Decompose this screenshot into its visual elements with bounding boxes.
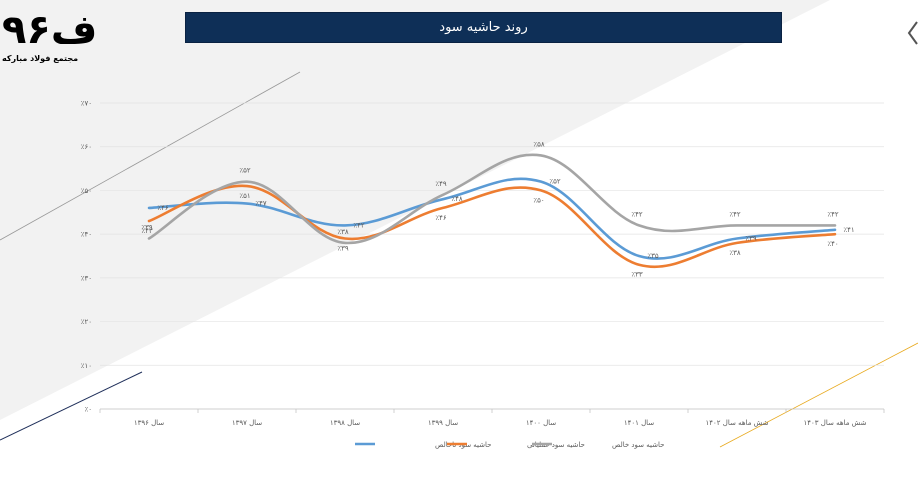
x-tick-label: سال ۱۳۹۷ xyxy=(232,419,262,427)
data-label: ٪۵۲ xyxy=(239,167,251,175)
y-tick-label: ٪۷۰ xyxy=(81,100,92,108)
x-tick-label: سال ۱۳۹۸ xyxy=(330,419,360,427)
data-label: ٪۵۲ xyxy=(549,178,561,186)
page-title: روند حاشیه سود xyxy=(439,20,528,35)
x-tick-label: سال ۱۳۹۹ xyxy=(428,419,458,427)
y-tick-label: ٪۱۰ xyxy=(81,362,92,370)
data-label: ٪۴۷ xyxy=(255,200,267,208)
data-label: ٪۳۹ xyxy=(337,245,349,253)
data-label: ٪۳۳ xyxy=(631,271,643,279)
data-label: ٪۴۲ xyxy=(729,210,741,218)
data-label: ٪۴۸ xyxy=(451,195,463,203)
data-label: ٪۴۹ xyxy=(435,180,447,188)
chart-gridlines xyxy=(99,102,885,413)
y-tick-label: ٪۶۰ xyxy=(81,143,92,151)
x-tick-label: شش ماهه سال ۱۴۰۳ xyxy=(804,419,867,427)
data-label: ٪۴۰ xyxy=(827,240,838,248)
x-tick-label: سال ۱۴۰۰ xyxy=(526,419,556,427)
data-label: ٪۵۱ xyxy=(239,192,250,200)
chevron-left-icon[interactable] xyxy=(906,18,918,48)
series-line xyxy=(147,184,837,269)
logo-subtitle: مجتمع فولاد مبارکه xyxy=(2,54,79,63)
data-label: ٪۴۲ xyxy=(353,221,365,229)
data-label: ٪۳۵ xyxy=(647,252,659,260)
y-tick-label: ٪۳۰ xyxy=(81,274,92,282)
y-tick-label: ٪۰ xyxy=(84,406,92,414)
y-axis-ticks: ٪۰ ٪۱۰ ٪۲۰ ٪۳۰ ٪۴۰ ٪۵۰ ٪۶۰ ٪۷۰ xyxy=(81,100,92,414)
background-diagonal-line xyxy=(0,71,301,241)
data-label: ٪۴۲ xyxy=(631,210,643,218)
background-gold-line xyxy=(719,342,918,448)
chart-series-lines xyxy=(147,153,837,269)
data-label: ٪۵۰ xyxy=(533,196,544,204)
data-label: ٪۳۹ xyxy=(141,224,153,232)
data-label: ٪۴۲ xyxy=(827,210,839,218)
data-label: ٪۵۸ xyxy=(533,140,545,148)
x-axis-ticks: سال ۱۳۹۶ سال ۱۳۹۷ سال ۱۳۹۸ سال ۱۳۹۹ سال ۱۴۰۰… xyxy=(134,419,867,427)
data-label: ٪۴۶ xyxy=(435,214,447,222)
data-label: ٪۴۱ xyxy=(843,226,854,234)
y-tick-label: ٪۵۰ xyxy=(81,187,92,195)
data-label: ٪۴۳ xyxy=(141,227,153,235)
data-label: ٪۴۶ xyxy=(157,204,169,212)
legend-label: حاشیه سود خالص xyxy=(612,441,664,449)
series-line xyxy=(147,153,837,245)
data-label: ٪۳۸ xyxy=(337,228,349,236)
x-tick-label: سال ۱۴۰۱ xyxy=(624,419,654,427)
data-label: ٪۳۹ xyxy=(745,235,757,243)
chart-title-bar: روند حاشیه سود xyxy=(185,12,782,43)
background-navy-line xyxy=(0,371,143,441)
series-line xyxy=(147,177,837,260)
x-tick-label: سال ۱۳۹۶ xyxy=(134,419,164,427)
data-label: ٪۳۸ xyxy=(729,249,741,257)
y-tick-label: ٪۲۰ xyxy=(81,318,92,326)
legend-label: حاشیه سود عملیاتی xyxy=(527,441,585,449)
y-tick-label: ٪۴۰ xyxy=(81,231,92,239)
x-tick-label: شش ماهه سال ۱۴۰۲ xyxy=(706,419,769,427)
chart-data-labels: ٪۴۶ ٪۴۷ ٪۴۲ ٪۴۸ ٪۵۲ ٪۳۵ ٪۳۹ ٪۴۱ ٪۴۳ ٪۵۱ ٪۳۹ ٪۴۶ ٪۵۰ ٪… xyxy=(141,140,854,278)
